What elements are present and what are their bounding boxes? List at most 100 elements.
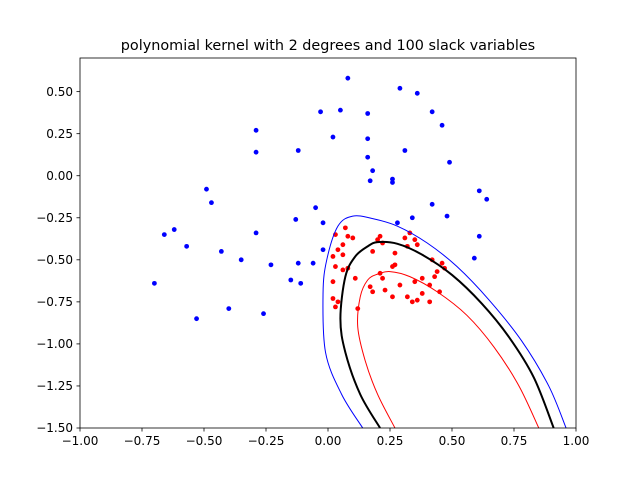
data-point <box>414 90 420 96</box>
data-point <box>397 85 403 91</box>
data-point <box>320 220 326 226</box>
data-point <box>484 196 490 202</box>
y-tick-label: −1.25 <box>36 379 73 393</box>
data-point <box>171 227 177 232</box>
y-tick-label: −1.00 <box>36 337 73 351</box>
data-point <box>350 235 356 241</box>
y-tick-label: 0.50 <box>46 85 73 99</box>
contour-line-0 <box>322 215 567 428</box>
data-point <box>184 243 190 249</box>
data-point <box>261 311 266 317</box>
data-point <box>204 186 209 192</box>
data-point <box>345 233 351 239</box>
data-point <box>352 275 358 281</box>
data-point <box>380 275 385 281</box>
data-point <box>318 109 323 115</box>
data-point <box>370 168 376 174</box>
contour-line-2 <box>357 271 540 428</box>
x-tick-label: 0.50 <box>439 434 466 448</box>
data-point <box>345 75 351 81</box>
data-point <box>414 297 420 303</box>
data-point <box>370 289 376 295</box>
x-tick-label: 0.00 <box>315 434 342 448</box>
data-point <box>333 264 338 269</box>
data-point <box>409 299 415 305</box>
data-point <box>298 280 304 286</box>
data-point <box>419 291 425 296</box>
y-axis: 0.50 0.25 0.00 −0.25 −0.50 −0.75 −1.00 −1.25 −1.… <box>36 85 80 435</box>
data-point <box>444 213 450 219</box>
data-point <box>365 111 371 116</box>
series-0 <box>152 75 490 322</box>
data-point <box>390 264 395 269</box>
data-point <box>335 247 341 253</box>
data-point <box>447 159 452 165</box>
data-point <box>429 201 435 207</box>
y-tick-label: −0.50 <box>36 253 73 267</box>
data-point <box>194 316 199 322</box>
data-point <box>434 269 440 274</box>
data-point <box>253 127 259 133</box>
data-point <box>335 299 341 305</box>
data-point <box>268 262 274 268</box>
data-point <box>409 215 415 221</box>
data-point <box>476 188 482 194</box>
data-point <box>152 280 157 286</box>
data-point <box>313 205 318 211</box>
data-point <box>253 230 259 236</box>
data-point <box>293 217 299 222</box>
data-point <box>427 299 433 305</box>
data-point <box>367 178 373 184</box>
chart-title: polynomial kernel with 2 degrees and 100… <box>121 38 535 54</box>
x-tick-label: −0.75 <box>124 434 161 448</box>
x-axis: −1.00 −0.75 −0.50 −0.25 0.00 0.25 0.50 0.75 1.00 <box>62 428 590 448</box>
x-tick-label: −1.00 <box>62 434 99 448</box>
data-point <box>397 282 403 288</box>
data-point <box>390 180 395 185</box>
data-point <box>429 109 435 115</box>
data-point <box>439 260 445 266</box>
data-point <box>439 122 445 128</box>
x-tick-label: 0.75 <box>501 434 528 448</box>
data-point <box>330 254 336 259</box>
data-point <box>377 233 383 239</box>
y-tick-label: −0.75 <box>36 295 73 309</box>
data-point <box>402 235 408 241</box>
data-point <box>340 242 346 248</box>
data-point <box>471 255 477 261</box>
x-tick-label: 1.00 <box>563 434 590 448</box>
data-point <box>238 257 244 263</box>
data-point <box>330 279 336 285</box>
data-point <box>402 148 408 153</box>
data-point <box>338 107 343 113</box>
data-point <box>253 149 259 155</box>
y-tick-label: 0.00 <box>46 169 73 183</box>
data-point <box>333 304 338 310</box>
data-point <box>295 260 301 266</box>
data-point <box>382 287 388 293</box>
data-point <box>375 237 380 243</box>
data-point <box>161 232 167 237</box>
data-point <box>355 306 361 311</box>
y-tick-label: −0.25 <box>36 211 73 225</box>
data-point <box>476 233 482 239</box>
data-point <box>295 148 301 153</box>
data-point <box>419 275 425 281</box>
data-point <box>365 136 371 142</box>
data-point <box>288 277 294 283</box>
data-point <box>392 250 398 256</box>
data-point <box>390 176 395 182</box>
y-tick-label: −1.50 <box>36 421 73 435</box>
contour-line-1 <box>339 240 555 428</box>
x-tick-label: 0.25 <box>377 434 404 448</box>
data-point <box>432 274 438 280</box>
data-point <box>226 306 232 311</box>
x-tick-label: −0.50 <box>186 434 223 448</box>
data-point <box>414 242 420 248</box>
plot-area <box>152 75 567 428</box>
data-point <box>367 284 373 290</box>
data-point <box>370 249 376 254</box>
data-point <box>218 249 224 254</box>
data-point <box>342 225 348 231</box>
